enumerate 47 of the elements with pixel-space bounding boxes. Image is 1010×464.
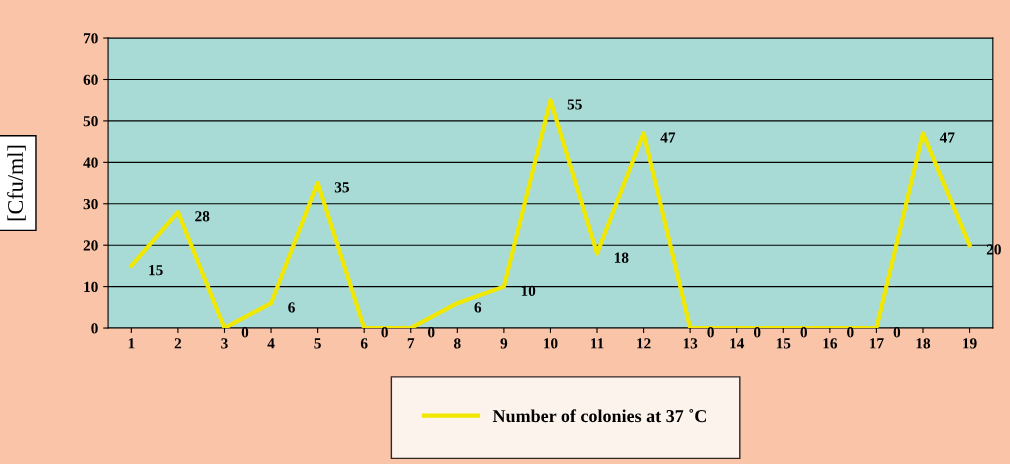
data-label: 18 xyxy=(614,252,629,263)
data-label: 0 xyxy=(707,327,714,338)
data-label: 0 xyxy=(893,327,901,338)
data-label: 0 xyxy=(847,327,854,338)
x-tick-label: 17 xyxy=(870,338,884,349)
x-tick-label: 2 xyxy=(174,338,182,349)
x-tick-label: 9 xyxy=(500,338,508,349)
y-axis-title: [Cfu/ml] xyxy=(7,145,26,221)
y-tick-label: 70 xyxy=(83,33,98,44)
y-tick-label: 20 xyxy=(83,240,98,251)
x-tick-label: 12 xyxy=(637,338,651,349)
x-tick-label: 19 xyxy=(963,338,977,349)
x-tick-label: 11 xyxy=(591,338,604,349)
x-tick-label: 14 xyxy=(730,338,745,349)
y-tick-label: 50 xyxy=(83,116,98,127)
y-tick-label: 0 xyxy=(91,323,98,334)
x-tick-label: 16 xyxy=(823,338,838,349)
data-label: 35 xyxy=(334,182,349,193)
line-series xyxy=(129,98,972,329)
data-label: 55 xyxy=(567,99,582,110)
data-label: 28 xyxy=(195,211,210,222)
x-tick-label: 7 xyxy=(407,338,415,349)
y-tick-label: 30 xyxy=(83,198,98,210)
y-tick-label: 60 xyxy=(83,74,98,85)
data-label: 6 xyxy=(474,302,482,313)
x-tick-label: 4 xyxy=(267,338,275,349)
x-tick-label: 8 xyxy=(454,338,461,349)
x-tick-label: 3 xyxy=(221,338,228,349)
x-tick-label: 10 xyxy=(544,338,558,349)
legend-label: Number of colonies at 37 ˚C xyxy=(492,408,706,423)
data-label: 0 xyxy=(428,327,435,338)
x-tick-label: 5 xyxy=(314,338,321,349)
data-label: 6 xyxy=(288,302,295,313)
data-label: 47 xyxy=(660,132,676,143)
data-label: 0 xyxy=(753,327,761,338)
y-tick-label: 10 xyxy=(84,281,98,293)
x-tick-label: 15 xyxy=(776,338,791,349)
y-tick-label: 40 xyxy=(83,157,98,168)
x-tick-label: 6 xyxy=(360,338,368,349)
x-tick-label: 1 xyxy=(128,338,135,349)
data-label: 47 xyxy=(939,132,955,143)
data-label: 0 xyxy=(241,327,249,338)
data-label: 0 xyxy=(381,327,388,338)
data-label: 0 xyxy=(800,327,807,338)
data-label: 15 xyxy=(149,265,163,276)
x-tick-label: 13 xyxy=(683,338,698,349)
x-tick-label: 18 xyxy=(916,338,931,349)
